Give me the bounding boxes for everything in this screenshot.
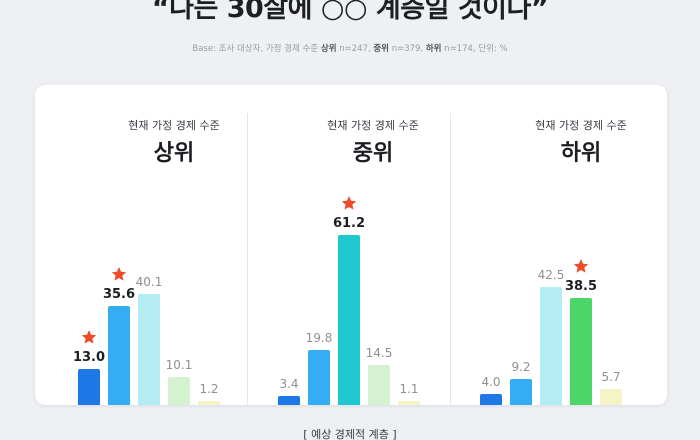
bar (510, 379, 532, 405)
panel-subtitle: 현재 가정 경제 수준 (327, 119, 419, 132)
bar (338, 234, 360, 405)
value-label: 1.2 (199, 382, 219, 396)
value-label: 13.0 (72, 349, 106, 365)
star-icon (81, 329, 97, 344)
base-prefix: Base: 조사 대상자, 가정 경제 수준 (192, 44, 321, 54)
base-n-2: n=379, (389, 44, 426, 54)
star-icon (573, 258, 589, 273)
value-label: 61.2 (332, 215, 366, 231)
bar (398, 401, 420, 405)
base-group-1: 상위 (320, 44, 337, 54)
value-label: 5.7 (601, 370, 621, 385)
value-label: 35.6 (102, 287, 136, 303)
panel-subtitle: 현재 가정 경제 수준 (128, 119, 220, 132)
panel-title: 상위 (153, 141, 195, 166)
base-group-3: 하위 (425, 44, 442, 54)
chart-card: 현재 가정 경제 수준 상위 현재 가정 경제 수준 중위 현재 가정 경제 수… (35, 85, 667, 405)
value-label: 40.1 (135, 274, 163, 289)
panel-subtitle: 현재 가정 경제 수준 (535, 119, 627, 132)
bar (108, 306, 130, 405)
value-label: 3.4 (279, 376, 299, 391)
bar (368, 364, 390, 405)
panel-divider (450, 113, 451, 405)
star-icon (341, 195, 357, 210)
value-label: 19.8 (305, 330, 333, 345)
value-label: 38.5 (564, 278, 598, 294)
bar (570, 297, 592, 405)
value-label: 10.1 (165, 357, 193, 372)
bar (540, 286, 562, 405)
bar (78, 368, 100, 405)
headline: “나는 30살에 ○○ 계층일 것이다” (151, 0, 549, 24)
base-group-2: 중위 (373, 44, 389, 54)
base-n-3: n=174, 단위: % (441, 44, 508, 54)
base-n-1: n=247, (336, 44, 374, 54)
bar (600, 389, 622, 405)
bar (168, 376, 190, 405)
bar (198, 401, 220, 405)
bar (480, 393, 502, 405)
panel-divider (247, 113, 248, 405)
bar (138, 293, 160, 405)
x-axis-label: [ 예상 경제적 계층 ] (303, 428, 397, 440)
value-label: 42.5 (537, 267, 565, 282)
base-note: Base: 조사 대상자, 가정 경제 수준 상위 n=247, 중위 n=37… (0, 42, 700, 54)
value-label: 9.2 (511, 360, 531, 375)
bar (308, 349, 330, 405)
value-label: 4.0 (481, 374, 501, 389)
value-label: 1.1 (399, 382, 419, 396)
panel-title: 하위 (560, 141, 602, 166)
star-icon (111, 267, 127, 281)
bar (278, 395, 300, 405)
panel-title: 중위 (352, 141, 394, 166)
value-label: 14.5 (365, 345, 393, 360)
